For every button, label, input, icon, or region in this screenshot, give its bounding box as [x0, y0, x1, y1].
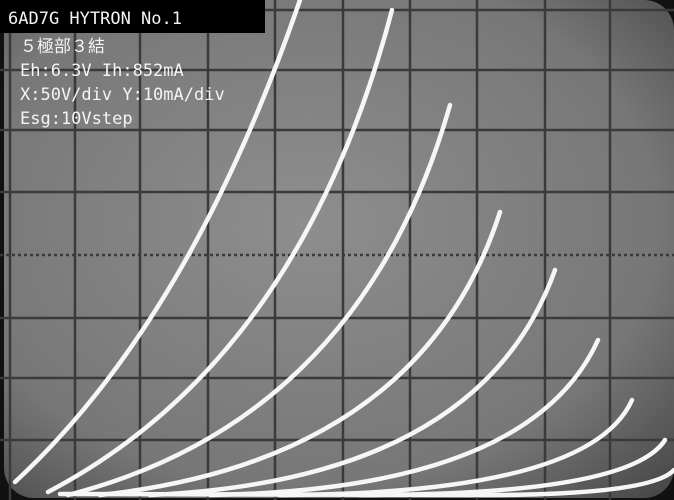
overlay-line: X:50V/div Y:10mA/div: [20, 85, 225, 105]
overlay-title: 6AD7G HYTRON No.1: [8, 9, 182, 29]
overlay-line: ５極部３結: [20, 37, 105, 57]
page: {"overlay": {"title": "6AD7G HYTRON No.1…: [0, 0, 674, 500]
oscilloscope-photo: 6AD7G HYTRON No.1 ５極部３結 Eh:6.3V Ih:852mA…: [0, 0, 674, 500]
overlay-line: Eh:6.3V Ih:852mA: [20, 61, 184, 81]
overlay-line: Esg:10Vstep: [20, 109, 133, 129]
